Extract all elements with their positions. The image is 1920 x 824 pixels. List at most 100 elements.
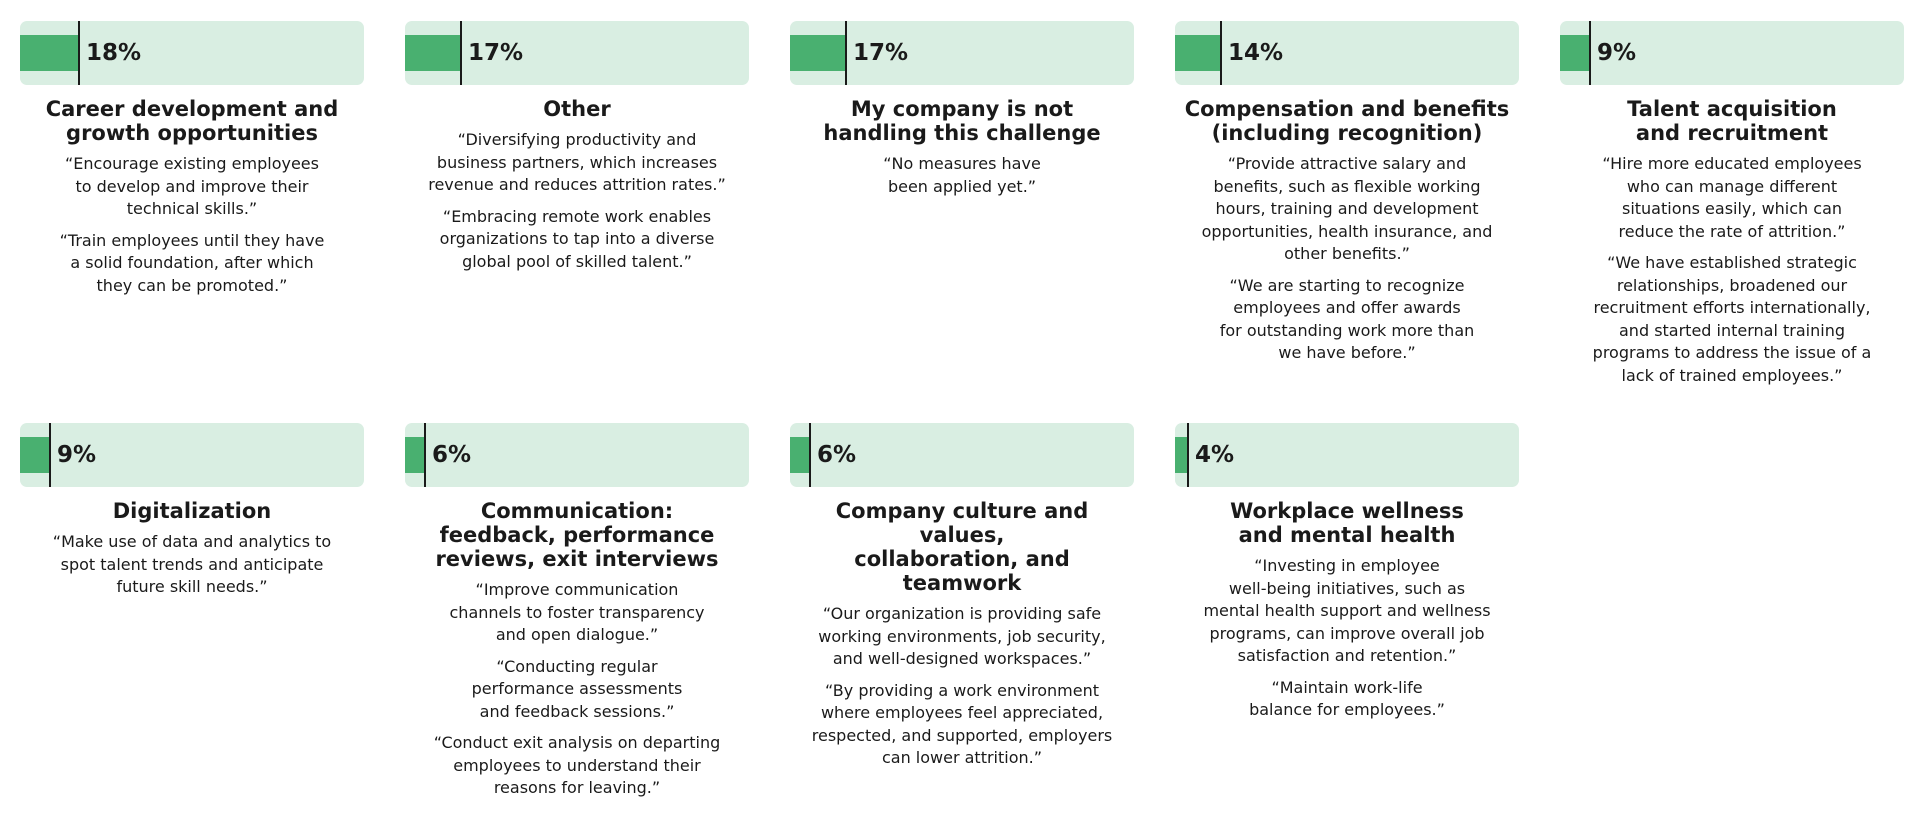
bar-track: 14% [1175, 21, 1519, 85]
bar-end-marker [845, 21, 847, 85]
quote: “Make use of data and analytics to spot t… [20, 531, 364, 599]
quote-line: “We have established strategic [1607, 253, 1857, 272]
category-title: Career development and growth opportuniti… [28, 97, 356, 145]
bar-end-marker [49, 423, 51, 487]
quote-list: “Diversifying productivity and business p… [405, 129, 749, 273]
quote-line: hours, training and development [1215, 199, 1479, 218]
quote: “No measures have been applied yet.” [790, 153, 1134, 198]
category-card: 6% Company culture and values, collaborati… [790, 423, 1134, 779]
quote: “Conducting regular performance assessmen… [405, 656, 749, 724]
quote-list: “Our organization is providing safe worki… [790, 603, 1134, 770]
quote-line: “Provide attractive salary and [1227, 154, 1467, 173]
category-card: 18% Career development and growth opportun… [20, 21, 364, 306]
bar [1175, 437, 1188, 473]
quote: “Provide attractive salary and benefits, … [1175, 153, 1519, 266]
data-label: 18% [86, 40, 142, 66]
quote-line: and well-designed workspaces.” [832, 649, 1092, 668]
quote-line: a solid foundation, after which [70, 253, 314, 272]
quote-line: lack of trained employees.” [1621, 365, 1843, 385]
category-title-line: and mental health [1238, 523, 1456, 547]
bar-track: 18% [20, 21, 364, 85]
bar-end-marker [78, 21, 80, 85]
bar-end-marker [424, 423, 426, 487]
category-title-line: collaboration, and teamwork [854, 547, 1070, 595]
data-label: 17% [468, 40, 524, 66]
quote-line: they can be promoted.” [96, 275, 288, 295]
quote-line: technical skills.” [126, 199, 258, 218]
quote: “By providing a work environment where em… [790, 680, 1134, 770]
bar [790, 437, 810, 473]
quote-line: situations easily, which can [1621, 199, 1843, 218]
category-card: 14% Compensation and benefits (including r… [1175, 21, 1519, 374]
category-title-line: Other [543, 97, 611, 121]
quote: “Our organization is providing safe worki… [790, 603, 1134, 671]
quote-line: channels to foster transparency [449, 602, 705, 622]
quote: “Hire more educated employees who can man… [1560, 153, 1904, 243]
quote-line: “Encourage existing employees [65, 154, 319, 173]
category-title-line: My company is not [850, 97, 1074, 121]
category-card: 4% Workplace wellness and mental health “In… [1175, 423, 1519, 731]
quote: “Improve communication channels to foster… [405, 579, 749, 647]
quote-line: reduce the rate of attrition.” [1618, 221, 1846, 241]
quote-line: can lower attrition.” [881, 748, 1043, 767]
data-label: 6% [432, 442, 472, 468]
category-card: 9% Talent acquisition and recruitment “Hire… [1560, 21, 1904, 396]
quote-line: employees to understand their [453, 755, 701, 775]
quote-list: “Hire more educated employees who can man… [1560, 153, 1904, 387]
quote-line: future skill needs.” [116, 577, 268, 596]
quote-line: working environments, job security, [818, 626, 1106, 646]
quote: “Investing in employee well-being initiat… [1175, 555, 1519, 668]
quote-list: “Encourage existing employees to develop … [20, 153, 364, 297]
bar-end-marker [1589, 21, 1591, 85]
quote-list: “No measures have been applied yet.” [790, 153, 1134, 198]
category-title: Workplace wellness and mental health [1183, 499, 1511, 547]
data-label: 17% [853, 40, 909, 66]
quote-line: relationships, broadened our [1616, 275, 1848, 295]
data-label: 6% [817, 442, 857, 468]
quote-line: benefits, such as flexible working [1213, 176, 1481, 196]
bar-track: 6% [405, 423, 749, 487]
quote: “We have established strategic relationsh… [1560, 252, 1904, 387]
quote-line: performance assessments [471, 679, 683, 698]
category-title: Communication: feedback, performance revie… [413, 499, 741, 571]
category-title: Other [413, 97, 741, 121]
category-title: Compensation and benefits (including reco… [1183, 97, 1511, 145]
quote-line: “Conducting regular [496, 656, 658, 676]
bar [405, 437, 425, 473]
quote-line: “We are starting to recognize [1229, 275, 1465, 295]
data-label: 4% [1195, 442, 1235, 468]
category-title-line: (including recognition) [1211, 121, 1483, 145]
quote-line: and open dialogue.” [495, 625, 659, 644]
quote-line: “Improve communication [475, 580, 679, 599]
category-title-line: Company culture and values, [835, 499, 1089, 547]
quote-list: “Make use of data and analytics to spot t… [20, 531, 364, 599]
category-title-line: Career development and [45, 97, 339, 121]
quote-line: “Diversifying productivity and [457, 130, 697, 149]
quote-list: “Investing in employee well-being initiat… [1175, 555, 1519, 722]
bar-track: 4% [1175, 423, 1519, 487]
quote-line: business partners, which increases [436, 152, 718, 172]
quote-line: “Investing in employee [1254, 556, 1440, 575]
category-card: 9% Digitalization “Make use of data and an… [20, 423, 364, 608]
quote-line: “Maintain work-life [1271, 677, 1423, 697]
category-card: 6% Communication: feedback, performance rev… [405, 423, 749, 809]
bar-track: 17% [790, 21, 1134, 85]
quote-line: programs, can improve overall job [1209, 623, 1485, 643]
quote-line: mental health support and wellness [1203, 601, 1491, 620]
data-label: 9% [1597, 40, 1637, 66]
category-title-line: Talent acquisition [1627, 97, 1837, 121]
quote-list: “Improve communication channels to foster… [405, 579, 749, 800]
bar [790, 35, 846, 71]
bar-end-marker [1187, 423, 1189, 487]
category-title-line: Communication: [480, 499, 674, 523]
quote: “Encourage existing employees to develop … [20, 153, 364, 221]
quote-line: for outstanding work more than [1219, 320, 1475, 340]
category-title: My company is not handling this challenge [798, 97, 1126, 145]
quote-line: and feedback sessions.” [479, 701, 675, 721]
bar-end-marker [809, 423, 811, 487]
quote-line: been applied yet.” [887, 176, 1037, 196]
quote-line: “By providing a work environment [825, 680, 1099, 700]
category-title-line: Digitalization [112, 499, 272, 523]
quote-line: “Our organization is providing safe [822, 604, 1102, 623]
